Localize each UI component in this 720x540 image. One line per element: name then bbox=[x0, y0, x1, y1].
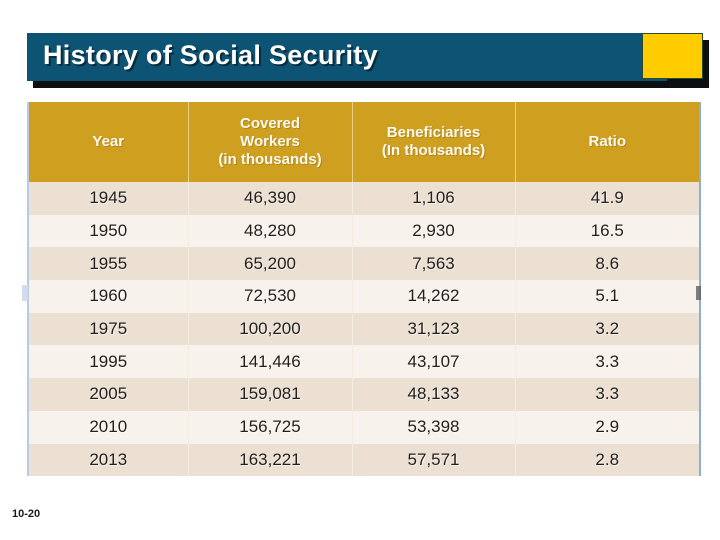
table-row: 2010 156,725 53,398 2.9 bbox=[28, 410, 700, 444]
table-row: 2013 163,221 57,571 2.8 bbox=[28, 443, 700, 477]
cell-year: 1975 bbox=[28, 312, 189, 346]
cell-workers: 163,221 bbox=[188, 443, 353, 477]
cell-beneficiaries: 2,930 bbox=[352, 214, 516, 248]
cell-ratio: 41.9 bbox=[515, 182, 700, 215]
cell-beneficiaries: 48,133 bbox=[352, 378, 516, 411]
cell-ratio: 16.5 bbox=[515, 214, 700, 248]
page-title: History of Social Security bbox=[43, 40, 378, 70]
table-header: Year Covered Workers (in thousands) Bene… bbox=[28, 102, 700, 182]
cell-workers: 156,725 bbox=[188, 410, 353, 444]
table-row: 1945 46,390 1,106 41.9 bbox=[28, 182, 700, 215]
cell-workers: 72,530 bbox=[188, 280, 353, 313]
cell-ratio: 2.9 bbox=[515, 410, 700, 444]
table-row: 1995 141,446 43,107 3.3 bbox=[28, 345, 700, 379]
cell-ratio: 3.3 bbox=[515, 345, 700, 379]
cell-beneficiaries: 57,571 bbox=[352, 443, 516, 477]
table-row: 1955 65,200 7,563 8.6 bbox=[28, 247, 700, 281]
slide-title-banner: History of Social Security bbox=[27, 33, 709, 88]
cell-year: 2013 bbox=[28, 443, 189, 477]
table-row: 1960 72,530 14,262 5.1 bbox=[28, 280, 700, 313]
column-header-ratio: Ratio bbox=[515, 102, 700, 182]
column-header-beneficiaries: Beneficiaries (In thousands) bbox=[352, 102, 516, 182]
column-header-line-1: Covered bbox=[239, 114, 301, 132]
column-header-line-3: (in thousands) bbox=[218, 151, 322, 169]
cell-workers: 46,390 bbox=[188, 182, 353, 215]
cell-year: 1945 bbox=[28, 182, 189, 215]
left-edge-artifact bbox=[22, 285, 28, 301]
cell-beneficiaries: 14,262 bbox=[352, 280, 516, 313]
cell-workers: 159,081 bbox=[188, 378, 353, 411]
cell-ratio: 5.1 bbox=[515, 280, 700, 313]
table-header-row: Year Covered Workers (in thousands) Bene… bbox=[28, 102, 700, 182]
cell-ratio: 3.3 bbox=[515, 378, 700, 411]
slide-number: 10-20 bbox=[12, 508, 41, 520]
cell-ratio: 3.2 bbox=[515, 312, 700, 346]
column-header-line-2: (In thousands) bbox=[381, 142, 486, 159]
cell-year: 1960 bbox=[28, 280, 189, 313]
accent-block bbox=[642, 33, 703, 79]
cell-ratio: 8.6 bbox=[515, 247, 700, 281]
cell-workers: 65,200 bbox=[188, 247, 353, 281]
column-header-year: Year bbox=[28, 102, 189, 182]
cell-year: 2005 bbox=[28, 378, 189, 411]
cell-year: 2010 bbox=[28, 410, 189, 444]
column-header-line-2: Workers bbox=[240, 132, 300, 150]
cell-beneficiaries: 53,398 bbox=[352, 410, 516, 444]
scroll-handle-artifact[interactable] bbox=[696, 286, 701, 300]
cell-beneficiaries: 7,563 bbox=[352, 247, 516, 281]
table-row: 1975 100,200 31,123 3.2 bbox=[28, 312, 700, 346]
cell-workers: 48,280 bbox=[188, 214, 353, 248]
banner-bar: History of Social Security bbox=[27, 33, 667, 81]
cell-year: 1955 bbox=[28, 247, 189, 281]
table-row: 2005 159,081 48,133 3.3 bbox=[28, 378, 700, 411]
cell-workers: 100,200 bbox=[188, 312, 353, 346]
cell-ratio: 2.8 bbox=[515, 443, 700, 477]
social-security-table: Year Covered Workers (in thousands) Bene… bbox=[27, 102, 701, 477]
column-header-covered-workers: Covered Workers (in thousands) bbox=[188, 102, 353, 182]
cell-beneficiaries: 31,123 bbox=[352, 312, 516, 346]
cell-workers: 141,446 bbox=[188, 345, 353, 379]
cell-beneficiaries: 43,107 bbox=[352, 345, 516, 379]
column-header-line-1: Beneficiaries bbox=[386, 123, 481, 141]
cell-beneficiaries: 1,106 bbox=[352, 182, 516, 215]
table-body: 1945 46,390 1,106 41.9 1950 48,280 2,930 16.5 19… bbox=[28, 182, 700, 477]
cell-year: 1995 bbox=[28, 345, 189, 379]
table-row: 1950 48,280 2,930 16.5 bbox=[28, 214, 700, 248]
cell-year: 1950 bbox=[28, 214, 189, 248]
